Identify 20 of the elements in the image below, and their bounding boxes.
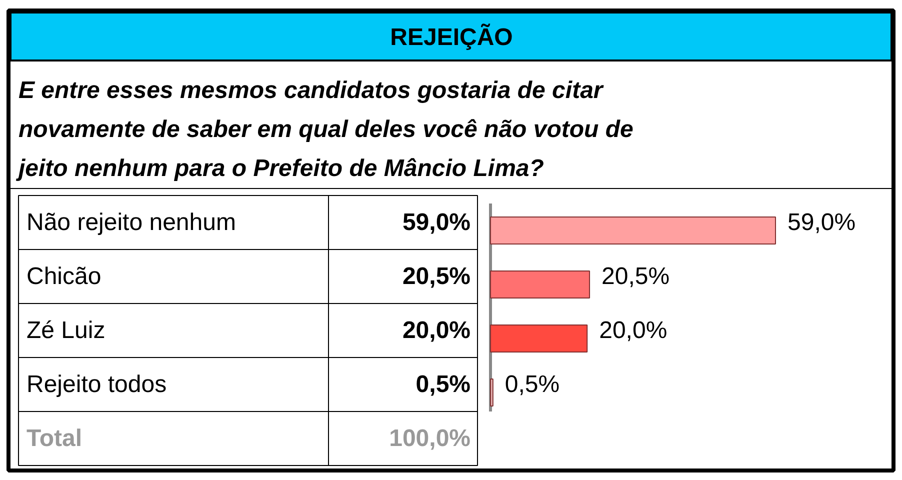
y-tick-label: Rejeito todos xyxy=(26,371,167,398)
chart-title: REJEIÇÃO xyxy=(390,23,513,51)
text: 100,0% xyxy=(389,425,471,452)
text: 0,5% xyxy=(504,371,560,398)
data-label: 20,0% xyxy=(402,317,471,344)
bar xyxy=(490,216,776,244)
text: 59,0% xyxy=(788,209,856,236)
y-tick-label: Não rejeito nenhum xyxy=(26,209,236,236)
data-label: 59,0% xyxy=(402,209,471,236)
text: 20,5% xyxy=(602,263,670,290)
y-tick-label: Chicão xyxy=(26,263,102,290)
bar xyxy=(490,378,494,406)
bar xyxy=(490,324,588,352)
data-label: 20,5% xyxy=(402,263,471,290)
text: Total xyxy=(26,425,82,452)
data-label: 0,5% xyxy=(416,371,470,398)
bar xyxy=(490,270,590,298)
text: 20,0% xyxy=(599,317,668,344)
chart-subtitle: E entre esses mesmos candidatos gostaria de citar novamente de saber em qual deles você não votou de jeito nenhum para o Prefeito de Mâncio Lima? xyxy=(16,77,634,182)
y-tick-label: Zé Luiz xyxy=(26,317,106,344)
